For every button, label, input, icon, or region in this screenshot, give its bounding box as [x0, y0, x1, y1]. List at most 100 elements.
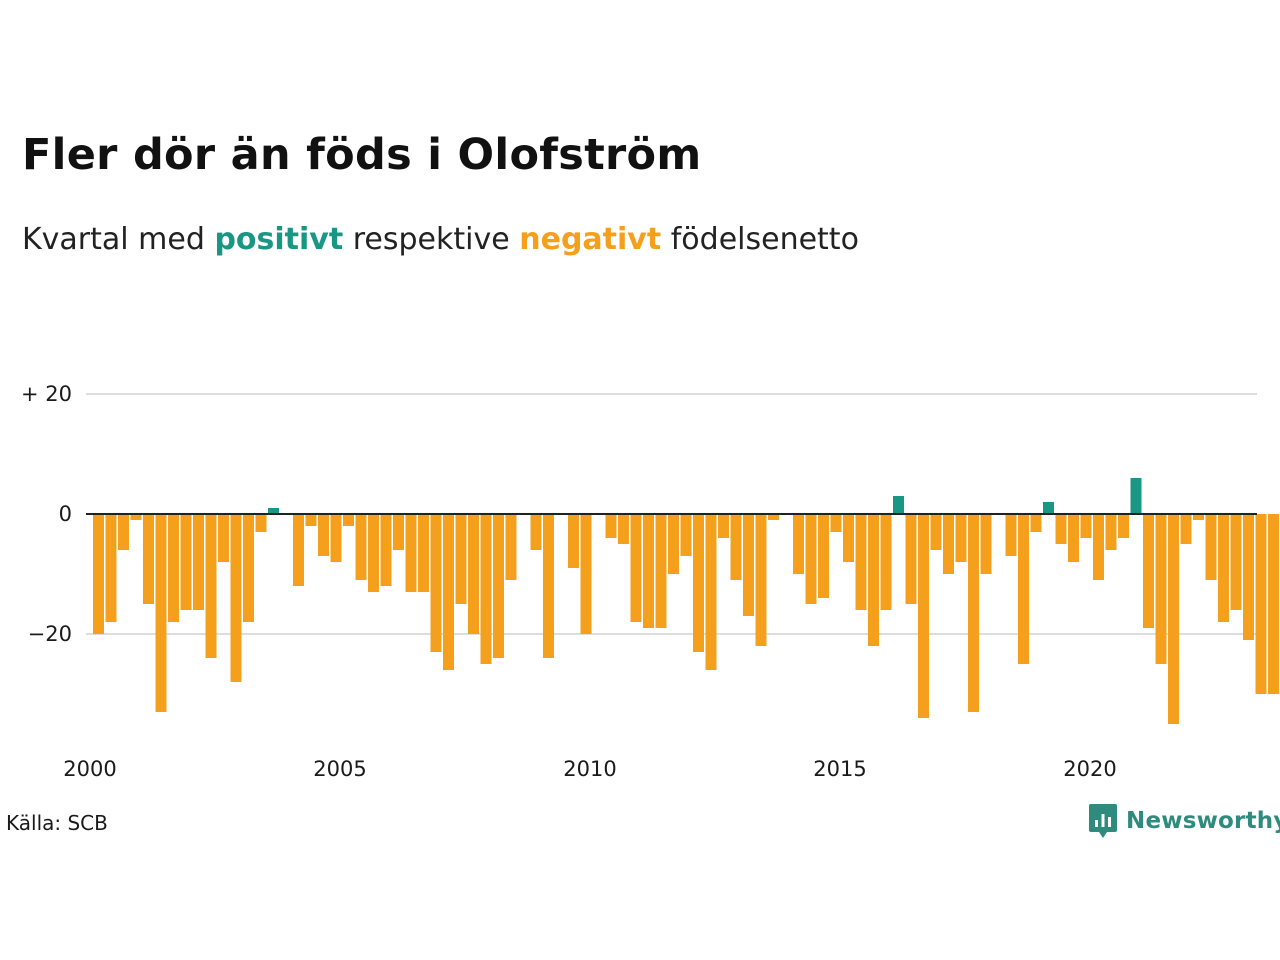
bar	[743, 514, 754, 616]
bar	[430, 514, 442, 652]
bar	[930, 514, 942, 550]
bar	[843, 514, 854, 562]
bar	[1130, 478, 1142, 514]
bar	[255, 514, 267, 532]
bar	[393, 514, 404, 550]
bar	[1143, 514, 1154, 628]
bar	[643, 514, 654, 628]
source-note: Källa: SCB	[6, 811, 108, 835]
bar	[193, 514, 204, 610]
bar	[493, 514, 504, 658]
bar	[268, 508, 279, 514]
bar	[1118, 514, 1129, 538]
subtitle-negative-keyword: negativt	[519, 222, 662, 257]
bar	[943, 514, 954, 574]
x-tick-label: 2015	[813, 757, 866, 781]
bar	[455, 514, 467, 604]
bar	[580, 514, 592, 634]
bar	[230, 514, 242, 682]
x-tick-label: 2000	[63, 757, 116, 781]
bar	[1268, 514, 1279, 694]
bar	[505, 514, 517, 580]
bar	[480, 514, 492, 664]
bar	[618, 514, 629, 544]
bar	[905, 514, 917, 604]
chart-title: Fler dör än föds i Olofström	[22, 130, 702, 180]
bar	[1205, 514, 1217, 580]
bar	[705, 514, 717, 670]
bar	[1168, 514, 1179, 724]
bar	[893, 496, 904, 514]
bar	[1055, 514, 1067, 544]
brand-name: Newsworthy	[1126, 808, 1280, 834]
bar	[1155, 514, 1167, 664]
chart-subtitle: Kvartal med positivt respektive negativt…	[22, 222, 859, 257]
bar	[1180, 514, 1192, 544]
brand-logo: Newsworthy	[1088, 803, 1280, 839]
bar	[468, 514, 479, 634]
bar	[130, 514, 142, 520]
bar	[218, 514, 229, 562]
bar	[93, 514, 104, 634]
bar	[730, 514, 742, 580]
bar	[530, 514, 542, 550]
bar	[330, 514, 342, 562]
bar	[1243, 514, 1254, 640]
y-tick-label: 0	[59, 502, 72, 526]
bar	[668, 514, 679, 574]
bar	[243, 514, 254, 622]
bar	[980, 514, 992, 574]
bar	[718, 514, 729, 538]
bar	[655, 514, 667, 628]
bar	[1018, 514, 1029, 664]
bar	[918, 514, 929, 718]
bar	[1093, 514, 1104, 580]
bar	[543, 514, 554, 658]
bar	[680, 514, 692, 556]
bar	[693, 514, 704, 652]
bar	[1193, 514, 1204, 520]
bar	[205, 514, 217, 658]
subtitle-positive-keyword: positivt	[214, 222, 344, 257]
bar	[418, 514, 429, 592]
bar	[155, 514, 167, 712]
bar	[1005, 514, 1017, 556]
bar	[105, 514, 117, 622]
bar	[605, 514, 617, 538]
subtitle-middle: respektive	[352, 222, 510, 257]
bar	[880, 514, 892, 610]
bar	[443, 514, 454, 670]
bar	[180, 514, 192, 610]
bar	[793, 514, 804, 574]
bar	[405, 514, 417, 592]
bar	[318, 514, 329, 556]
bar	[1068, 514, 1079, 562]
x-tick-label: 2005	[313, 757, 366, 781]
bar	[755, 514, 767, 646]
bar	[568, 514, 579, 568]
bar	[1043, 502, 1054, 514]
bar	[968, 514, 979, 712]
y-tick-label: −20	[28, 622, 72, 646]
newsworthy-logo-icon	[1089, 804, 1117, 838]
subtitle-prefix: Kvartal med	[22, 222, 205, 257]
bar	[768, 514, 779, 520]
bar	[343, 514, 354, 526]
bar	[168, 514, 179, 622]
bar	[1105, 514, 1117, 550]
bar	[805, 514, 817, 604]
bar	[868, 514, 879, 646]
bar	[118, 514, 129, 550]
bar	[955, 514, 967, 562]
x-tick-label: 2020	[1063, 757, 1116, 781]
x-tick-label: 2010	[563, 757, 616, 781]
axis-layer: + 20 0 −20 2000 2005 2010 2015 2020	[21, 382, 1257, 781]
subtitle-suffix: födelsenetto	[670, 222, 859, 257]
bar	[1218, 514, 1229, 622]
bar	[818, 514, 829, 598]
bar	[293, 514, 304, 586]
bar	[855, 514, 867, 610]
bar	[143, 514, 154, 604]
bar	[1080, 514, 1092, 538]
